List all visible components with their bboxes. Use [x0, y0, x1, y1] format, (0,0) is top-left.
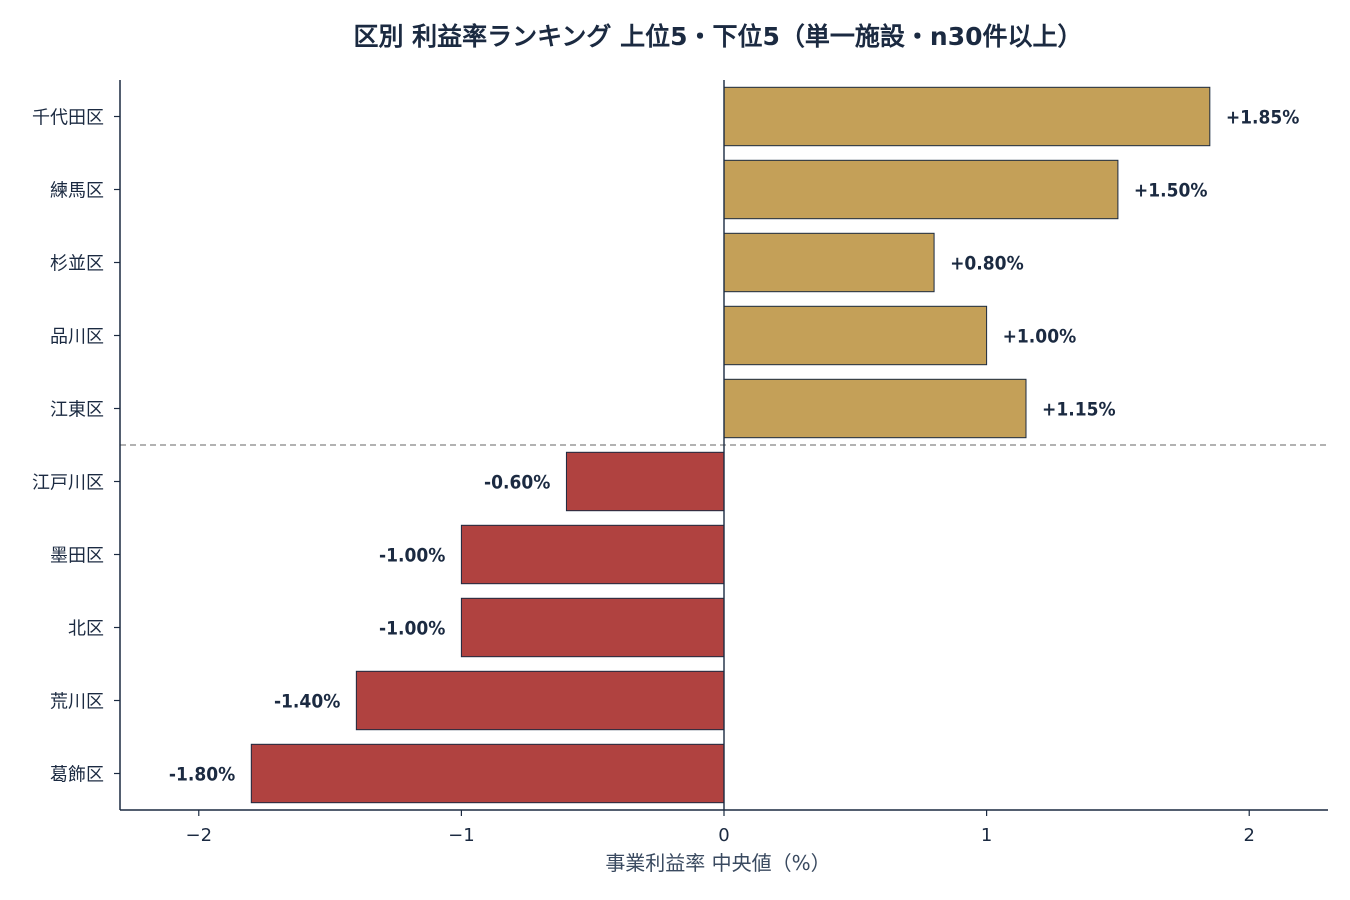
- chart-title: 区別 利益率ランキング 上位5・下位5（単一施設・n30件以上）: [353, 22, 1082, 51]
- category-label: 江東区: [50, 400, 104, 421]
- x-tick-label: 2: [1243, 825, 1254, 846]
- bar: [565, 451, 725, 512]
- category-label: 墨田区: [50, 546, 104, 567]
- x-tick-label: −1: [448, 825, 475, 846]
- bar: [355, 670, 725, 731]
- category-label: 杉並区: [50, 254, 104, 275]
- category-label: 江戸川区: [32, 473, 104, 494]
- data-label: +1.00%: [1003, 326, 1077, 348]
- bar: [723, 86, 1211, 147]
- data-label: -1.40%: [274, 691, 340, 713]
- data-label: +1.15%: [1042, 399, 1116, 421]
- category-label: 練馬区: [50, 181, 104, 202]
- category-label: 北区: [68, 619, 104, 640]
- category-label: 千代田区: [32, 108, 104, 129]
- x-axis-label: 事業利益率 中央値（%）: [605, 851, 830, 875]
- category-label: 荒川区: [50, 692, 104, 713]
- data-label: +1.50%: [1134, 180, 1208, 202]
- data-label: +1.85%: [1226, 107, 1300, 129]
- bar: [723, 159, 1119, 220]
- x-tick-label: 0: [718, 825, 729, 846]
- bar: [723, 232, 935, 293]
- data-label: +0.80%: [950, 253, 1024, 275]
- category-label: 品川区: [50, 327, 104, 348]
- plot-area: 千代田区 +1.85% 練馬区 +1.50% 杉並区 +0.80% 品川区 +1.00% 江東区…: [32, 80, 1328, 846]
- x-tick-label: 1: [981, 825, 992, 846]
- data-label: -0.60%: [484, 472, 550, 494]
- bar: [723, 378, 1027, 439]
- bar: [460, 524, 725, 585]
- data-label: -1.80%: [169, 764, 235, 786]
- data-label: -1.00%: [379, 618, 445, 640]
- x-tick-label: −2: [186, 825, 213, 846]
- bar: [250, 743, 725, 804]
- bar: [460, 597, 725, 658]
- bar: [723, 305, 988, 366]
- category-label: 葛飾区: [50, 765, 104, 786]
- data-label: -1.00%: [379, 545, 445, 567]
